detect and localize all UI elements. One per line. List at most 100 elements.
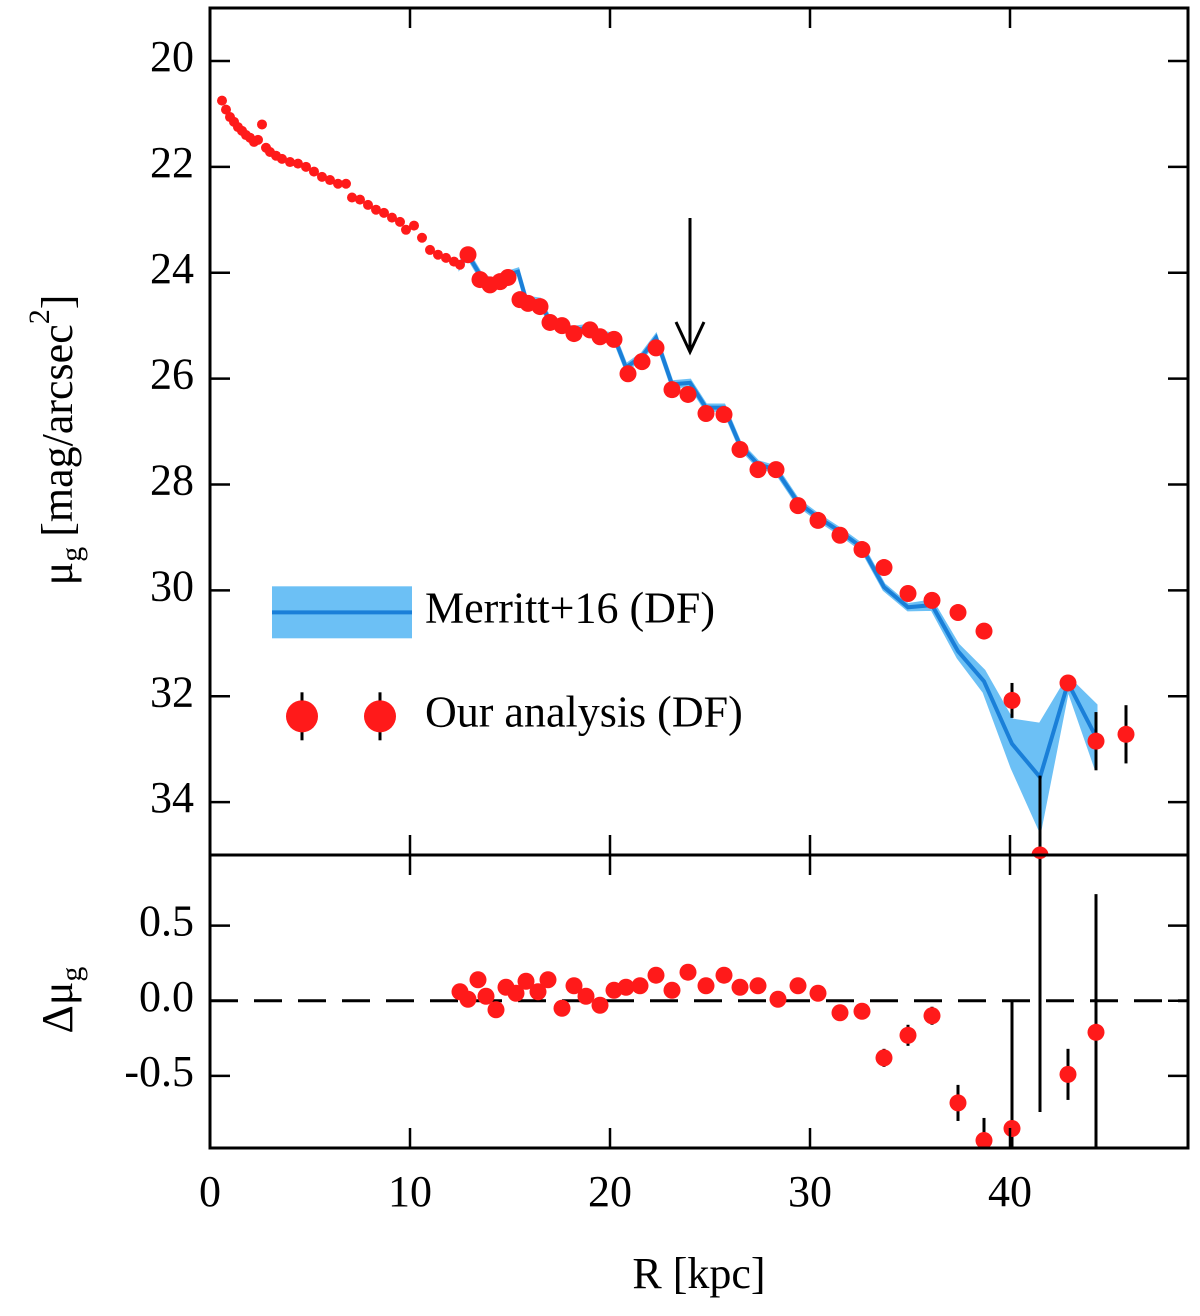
y-tick-label: 24 [150,244,194,293]
data-point [507,984,525,1002]
data-point [1117,725,1135,743]
data-point [1087,732,1105,750]
data-point [293,158,303,169]
data-point [517,972,535,990]
data-point [395,216,405,227]
y-tick-label: 32 [150,667,194,716]
data-point [697,977,715,995]
data-point [975,1131,993,1148]
data-point [749,977,767,995]
data-point [433,249,443,260]
data-point [459,990,477,1008]
data-point [899,1026,917,1044]
data-point [379,207,389,218]
data-point [679,963,697,981]
y-tick-label: 28 [150,456,194,505]
y-label-sub: g [55,967,88,982]
legend-label: Merritt+16 (DF) [425,583,715,632]
y-label-symbol: Δμ [33,982,82,1034]
data-point [663,381,681,399]
data-point [949,1094,967,1112]
y-tick-label: 20 [150,32,194,81]
data-point [1059,674,1077,692]
x-tick-label: 40 [988,1167,1032,1216]
data-point [459,246,477,264]
data-point [715,966,733,984]
data-point [355,194,365,205]
data-point [477,987,495,1005]
data-point [1087,1023,1105,1041]
data-point [1003,691,1021,709]
data-point [605,330,623,348]
x-axis-label: R [kpc] [632,1249,765,1298]
data-point [809,511,827,529]
data-point [317,171,327,182]
data-point [633,353,651,371]
data-point [619,365,637,383]
data-point [697,405,715,423]
x-tick-label: 30 [788,1167,832,1216]
data-point [221,104,231,115]
data-point [875,559,893,577]
data-point [949,604,967,622]
data-point [749,461,767,479]
data-point [875,1049,893,1067]
data-point [831,526,849,544]
data-point [539,971,557,989]
data-point [441,252,451,263]
data-point [529,983,547,1001]
y-label-sub: g [55,547,88,562]
data-point [853,541,871,559]
data-point [417,232,427,243]
data-point [499,268,517,286]
data-point [1003,1119,1021,1137]
data-point [363,199,373,210]
y-tick-label: 30 [150,561,194,610]
data-point [663,981,681,999]
data-point [923,591,941,609]
data-point [285,157,295,168]
y-tick-label: 22 [150,138,194,187]
data-point [853,1002,871,1020]
x-tick-label: 0 [199,1167,221,1216]
y-tick-label: 26 [150,350,194,399]
legend-marker [364,700,396,733]
data-point [333,178,343,189]
y2-axis-label: Δμg [33,967,88,1034]
data-point [565,325,583,343]
x-tick-label: 20 [588,1167,632,1216]
data-point [309,166,319,177]
data-point [591,328,609,346]
data-point [387,212,397,223]
data-point [1031,846,1049,855]
data-point [923,1007,941,1025]
legend-marker [286,700,318,733]
y-axis-label: μg [mag/arcsec2] [23,295,88,586]
data-point [531,298,549,316]
data-point [831,1004,849,1022]
data-point [577,987,595,1005]
y-tick-label: 0.5 [139,897,194,946]
data-point [809,984,827,1002]
y-tick-label: 0.0 [139,972,194,1021]
y-label-symbol: μ [33,562,82,586]
data-point [469,971,487,989]
data-point [553,999,571,1017]
y-tick-label: 34 [150,773,194,822]
y-label-unit: [mag/arcsec [33,324,82,537]
data-point [1059,1065,1077,1083]
data-point [647,966,665,984]
data-point [371,204,381,215]
data-point [789,977,807,995]
y-label-sup: 2 [23,309,56,324]
data-point [301,161,311,172]
x-tick-label: 10 [388,1167,432,1216]
data-point [617,978,635,996]
data-point [789,497,807,515]
data-point [401,224,411,235]
data-point [631,977,649,995]
data-point [767,461,785,479]
data-point [253,134,263,145]
axes: 20 22 24 26 28 30 32 34 0 10 20 30 40 -0.5 0.0 0.5 [124,6,1190,1216]
